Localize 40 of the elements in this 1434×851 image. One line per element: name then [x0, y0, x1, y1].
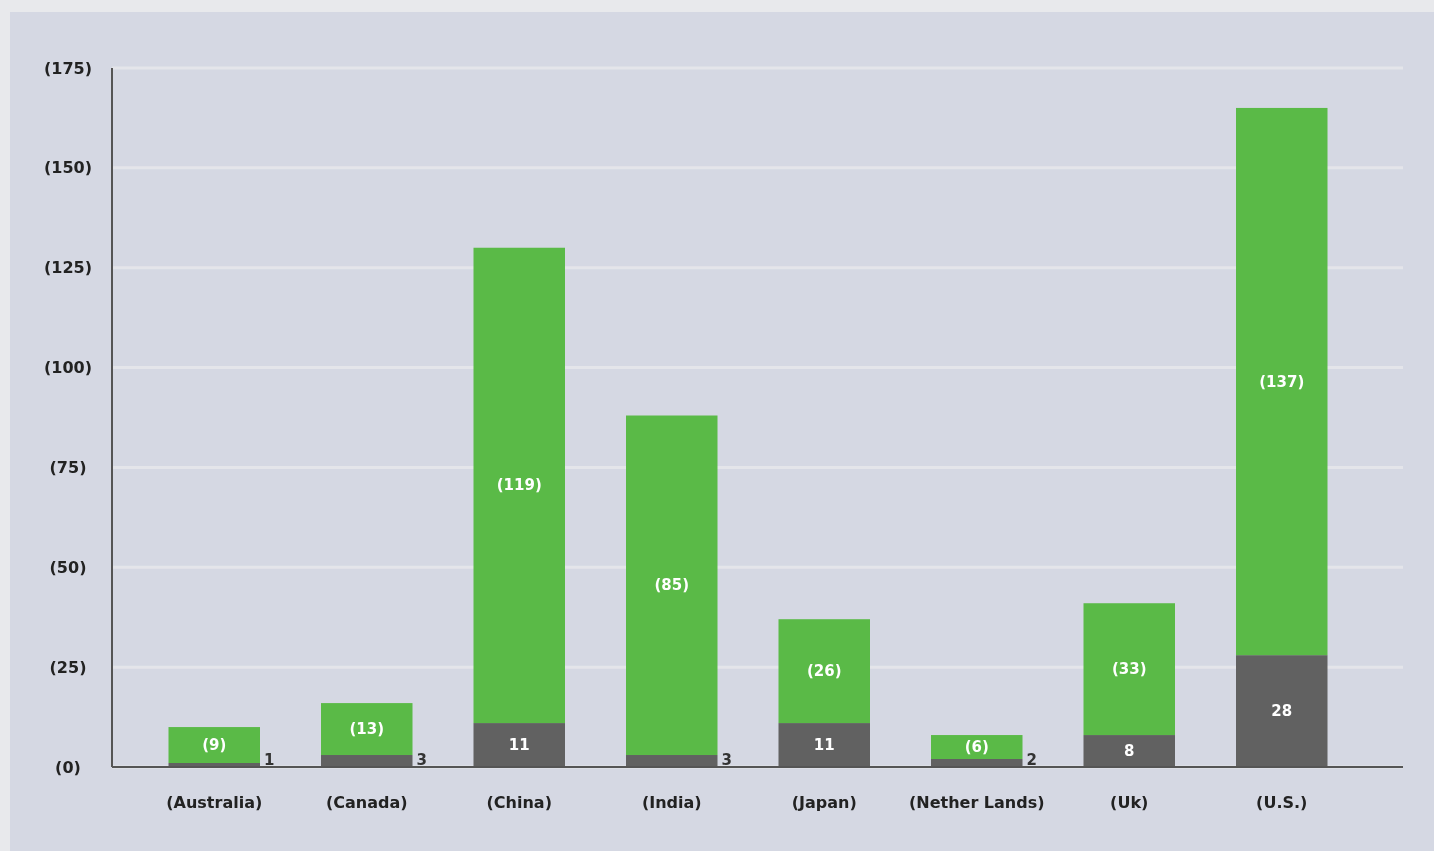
- data-label: 3: [416, 751, 427, 769]
- bar: [321, 703, 413, 756]
- data-label: (9): [202, 736, 227, 755]
- x-tick-label: (India): [641, 792, 702, 812]
- x-tick-label: (Australia): [166, 792, 263, 812]
- y-tick-label: (75): [49, 457, 87, 477]
- data-label: 1: [264, 751, 275, 769]
- data-label: 8: [1124, 742, 1135, 761]
- y-tick-label: (50): [49, 557, 87, 577]
- x-tick-label: (China): [486, 792, 552, 812]
- y-tick-label: (0): [55, 757, 81, 777]
- y-tick-label: (25): [49, 657, 87, 677]
- x-tick-label: (Japan): [791, 792, 857, 812]
- bar: [168, 727, 260, 764]
- data-label: (6): [964, 738, 989, 757]
- y-tick-label: (125): [43, 258, 93, 278]
- data-label: (13): [349, 720, 385, 739]
- data-label: (26): [806, 662, 842, 681]
- y-tick-label: (150): [43, 158, 93, 178]
- bar: [1083, 603, 1175, 736]
- data-label: 11: [813, 736, 835, 755]
- y-tick-label: (100): [43, 358, 93, 378]
- x-tick-label: (U.S.): [1256, 792, 1308, 812]
- y-tick-label: (175): [43, 58, 93, 78]
- bar: [778, 619, 870, 724]
- data-label: (33): [1111, 660, 1147, 679]
- bar: [626, 415, 718, 756]
- bar: [473, 247, 565, 724]
- bar: [931, 735, 1023, 760]
- x-tick-label: (Canada): [325, 792, 408, 812]
- data-label: 28: [1271, 702, 1293, 721]
- data-label: (137): [1259, 372, 1305, 391]
- x-tick-label: (Nether Lands): [908, 792, 1045, 812]
- x-tick-label: (Uk): [1110, 792, 1149, 812]
- bar: [1236, 107, 1328, 656]
- data-label: (85): [654, 576, 690, 595]
- data-label: 2: [1026, 751, 1037, 769]
- data-label: 11: [508, 736, 530, 755]
- data-label: 3: [721, 751, 732, 769]
- data-label: (119): [496, 476, 542, 495]
